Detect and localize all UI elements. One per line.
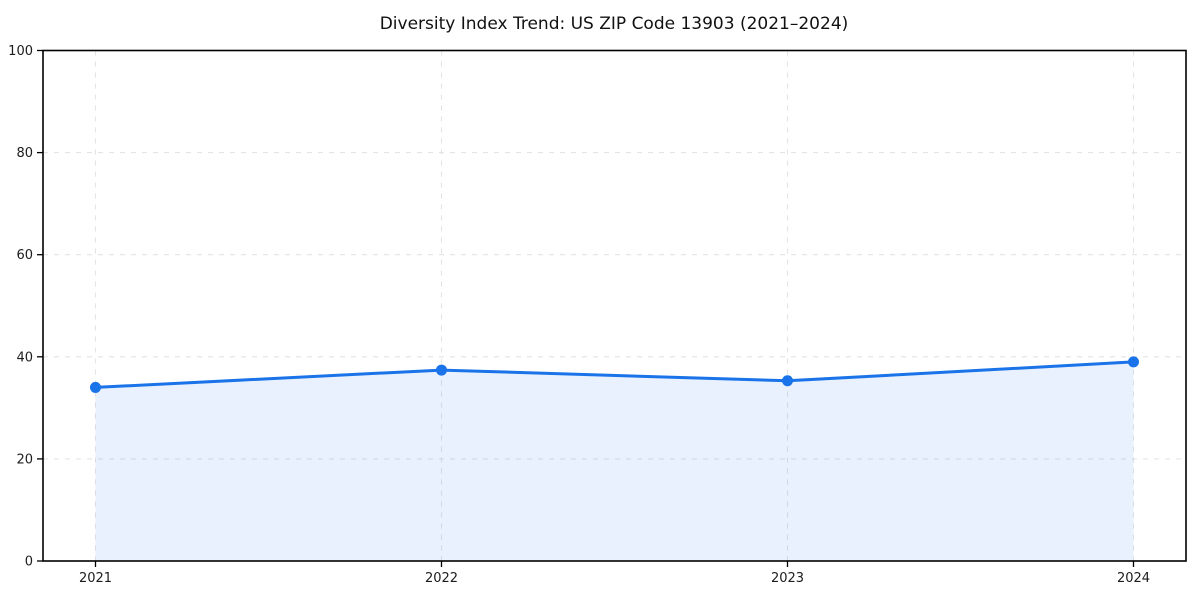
data-point-marker	[782, 375, 793, 387]
axes-layer	[42, 49, 1187, 562]
y-tick-label: 40	[16, 350, 33, 365]
y-tick-label: 60	[16, 248, 33, 263]
series-area-fill	[95, 361, 1134, 561]
y-tick-label: 0	[25, 555, 33, 570]
x-tick-label: 2023	[771, 571, 804, 586]
marker-layer	[90, 356, 1139, 393]
chart-title: Diversity Index Trend: US ZIP Code 13903…	[380, 14, 849, 34]
y-tick-label: 20	[16, 452, 33, 467]
y-tick-label: 80	[16, 146, 33, 161]
plot-frame	[42, 49, 1187, 562]
line-layer	[94, 360, 1135, 389]
series-line	[94, 360, 1135, 389]
data-point-marker	[1128, 356, 1139, 368]
x-tick-label: 2024	[1117, 571, 1150, 586]
y-tick-label: 100	[8, 44, 33, 59]
x-tick-label: 2021	[79, 571, 112, 586]
x-tick-label: 2022	[425, 571, 458, 586]
data-point-marker	[436, 364, 447, 376]
area-layer	[95, 361, 1134, 561]
ticks-layer: 0 20 40 60 80 100 2021 2022 2023 2024	[8, 44, 1150, 586]
data-point-marker	[90, 381, 101, 393]
